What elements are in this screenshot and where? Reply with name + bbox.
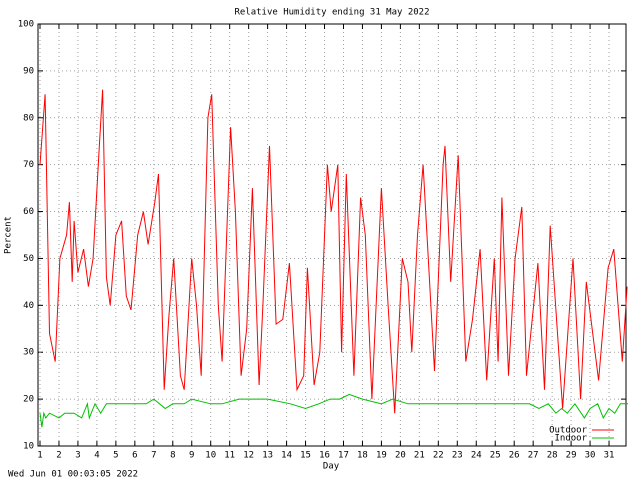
x-tick-label: 27 <box>528 451 539 461</box>
y-axis-label: Percent <box>4 216 14 254</box>
x-tick-label: 10 <box>205 451 216 461</box>
y-tick-label: 20 <box>23 395 34 405</box>
x-tick-label: 14 <box>281 451 292 461</box>
x-tick-label: 30 <box>585 451 596 461</box>
x-tick-label: 8 <box>170 451 175 461</box>
y-tick-label: 100 <box>18 20 34 30</box>
x-tick-label: 5 <box>113 451 118 461</box>
x-tick-label: 1 <box>37 451 42 461</box>
x-tick-label: 9 <box>189 451 194 461</box>
plot-border <box>37 23 627 447</box>
x-tick-label: 31 <box>604 451 615 461</box>
x-tick-label: 11 <box>224 451 235 461</box>
x-tick-label: 18 <box>357 451 368 461</box>
y-tick-label: 40 <box>23 301 34 311</box>
x-tick-label: 23 <box>452 451 463 461</box>
data-line <box>39 89 628 414</box>
x-tick-label: 17 <box>338 451 349 461</box>
y-tick-label: 50 <box>23 254 34 264</box>
x-tick-label: 15 <box>300 451 311 461</box>
x-tick-label: 28 <box>547 451 558 461</box>
chart-title: Relative Humidity ending 31 May 2022 <box>234 8 429 18</box>
y-tick-label: 80 <box>23 113 34 123</box>
x-tick-label: 25 <box>490 451 501 461</box>
data-line <box>39 393 628 428</box>
x-axis-label: Day <box>323 462 340 472</box>
x-tick-label: 4 <box>94 451 99 461</box>
x-tick-label: 20 <box>395 451 406 461</box>
y-tick-label: 90 <box>23 66 34 76</box>
y-tick-label: 60 <box>23 207 34 217</box>
x-tick-label: 29 <box>566 451 577 461</box>
x-tick-label: 3 <box>75 451 80 461</box>
legend-label: Indoor <box>554 434 587 444</box>
x-tick-label: 2 <box>56 451 61 461</box>
x-tick-label: 19 <box>376 451 387 461</box>
x-tick-label: 12 <box>243 451 254 461</box>
x-tick-label: 21 <box>414 451 425 461</box>
legend-label: Outdoor <box>549 426 588 436</box>
x-tick-label: 16 <box>319 451 330 461</box>
x-tick-label: 7 <box>151 451 156 461</box>
y-tick-label: 70 <box>23 160 34 170</box>
x-tick-label: 6 <box>132 451 137 461</box>
footer: Wed Jun 01 00:03:05 2022 <box>8 470 138 480</box>
y-tick-label: 30 <box>23 348 34 358</box>
y-tick-label: 10 <box>23 442 34 452</box>
x-tick-label: 22 <box>433 451 444 461</box>
x-tick-label: 26 <box>509 451 520 461</box>
x-tick-label: 24 <box>471 451 482 461</box>
x-tick-label: 13 <box>262 451 273 461</box>
